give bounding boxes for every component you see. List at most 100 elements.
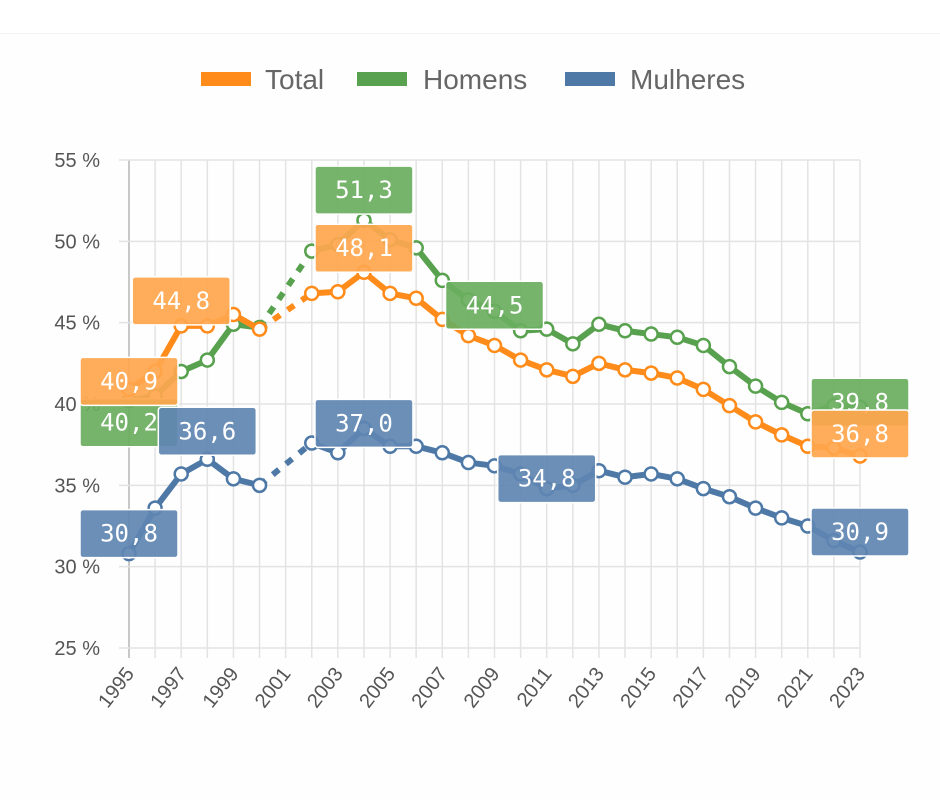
data-point-mulheres <box>225 471 242 487</box>
data-label: 48,1 <box>335 234 393 262</box>
data-label: 30,9 <box>831 518 889 546</box>
x-tick-label: 2009 <box>460 664 505 713</box>
x-tick-label: 1997 <box>146 664 191 713</box>
data-point-total <box>721 397 738 414</box>
x-tick-label: 2021 <box>773 664 818 713</box>
data-label: 44,8 <box>152 287 210 315</box>
data-point-total <box>382 285 398 302</box>
data-label: 44,5 <box>466 291 524 319</box>
data-point-mulheres <box>695 480 712 497</box>
data-label-box <box>314 165 414 215</box>
data-point-homens <box>669 329 685 346</box>
data-label-box <box>79 508 179 559</box>
data-label: 30,8 <box>100 520 158 548</box>
data-point-mulheres <box>721 488 738 505</box>
legend: Total Homens Mulheres <box>201 64 745 95</box>
x-tick-label: 2011 <box>513 664 557 711</box>
data-point-total <box>304 285 320 302</box>
data-point-total <box>565 368 581 385</box>
data-point-mulheres <box>617 469 633 485</box>
data-labels-mulheres: 30,8 36,6 37,0 34,8 30,9 <box>79 398 910 559</box>
legend-swatch <box>565 72 615 86</box>
data-point-total <box>747 414 764 430</box>
data-point-total <box>460 327 477 344</box>
data-point-homens <box>773 394 790 411</box>
y-tick-label: 25 % <box>54 638 100 660</box>
data-point-mulheres <box>330 445 346 461</box>
data-label-box <box>496 453 597 504</box>
data-point-total <box>538 362 555 378</box>
data-point-mulheres <box>434 445 451 461</box>
data-point-mulheres <box>773 510 790 526</box>
data-point-homens <box>199 352 216 368</box>
data-point-total <box>486 337 503 354</box>
data-point-total <box>512 352 529 368</box>
x-tick-label: 1999 <box>199 664 244 713</box>
data-label-box <box>131 276 231 326</box>
data-labels-total: 40,9 44,8 48,1 36,8 <box>79 223 910 459</box>
y-tick-label: 35 % <box>54 475 100 497</box>
data-label-box <box>314 398 414 449</box>
data-point-mulheres <box>747 500 764 516</box>
data-label: 37,0 <box>335 409 393 437</box>
legend-item-mulheres: Mulheres <box>565 64 745 95</box>
legend-swatch <box>357 72 407 86</box>
y-tick-label: 50 % <box>54 231 100 253</box>
legend-item-homens: Homens <box>357 64 527 95</box>
data-label-box <box>810 409 910 459</box>
data-point-mulheres <box>460 454 477 471</box>
series-gap-line-mulheres <box>257 440 314 488</box>
data-point-total <box>773 427 790 443</box>
x-tick-label: 2023 <box>825 664 870 713</box>
data-label: 51,3 <box>335 176 393 204</box>
x-tick-label: 2019 <box>721 664 766 713</box>
x-tick-label: 2015 <box>616 664 661 713</box>
data-label-box <box>157 406 258 457</box>
data-point-homens <box>591 316 607 333</box>
y-tick-label: 45 % <box>54 313 100 335</box>
data-point-homens <box>695 337 712 354</box>
legend-label: Homens <box>423 64 527 95</box>
data-point-homens <box>617 323 633 339</box>
data-point-total <box>669 370 685 386</box>
x-tick-label: 2007 <box>407 664 452 713</box>
data-label: 36,6 <box>178 417 236 445</box>
data-label-box <box>444 280 545 331</box>
data-point-total <box>617 362 633 378</box>
legend-item-total: Total <box>201 64 324 95</box>
data-labels: 40,251,344,539,830,836,6 37,034,830,940,9… <box>79 165 910 559</box>
x-tick-label: 2001 <box>251 664 296 713</box>
data-point-homens <box>565 336 581 352</box>
data-label-box <box>79 356 179 407</box>
series-gap-line-total <box>257 290 314 332</box>
data-point-total <box>695 381 712 398</box>
data-point-total <box>330 284 346 300</box>
data-point-total <box>643 365 659 381</box>
data-point-mulheres <box>643 466 659 482</box>
data-point-homens <box>643 326 659 342</box>
legend-label: Mulheres <box>630 64 745 95</box>
y-tick-label: 30 % <box>54 557 100 579</box>
x-tick-label: 2017 <box>669 664 714 713</box>
data-point-homens <box>721 358 738 375</box>
legend-swatch <box>201 72 251 86</box>
series-line-total <box>308 269 863 460</box>
legend-label: Total <box>265 64 324 95</box>
data-point-total <box>591 355 607 372</box>
x-tick-label: 2005 <box>355 664 400 713</box>
y-tick-label: 55 % <box>54 150 100 172</box>
x-tick-label: 1995 <box>94 664 139 713</box>
data-point-mulheres <box>173 466 189 482</box>
data-label-box <box>314 223 414 273</box>
data-point-homens <box>747 378 764 394</box>
data-label: 40,2 <box>100 409 158 437</box>
data-point-total <box>408 290 424 307</box>
data-label: 40,9 <box>100 367 158 395</box>
data-point-mulheres <box>251 477 268 494</box>
data-point-mulheres <box>669 471 685 487</box>
data-point-total <box>251 321 268 337</box>
x-tick-label: 2013 <box>564 664 609 713</box>
x-tick-label: 2003 <box>303 664 348 713</box>
data-label: 36,8 <box>831 420 889 448</box>
